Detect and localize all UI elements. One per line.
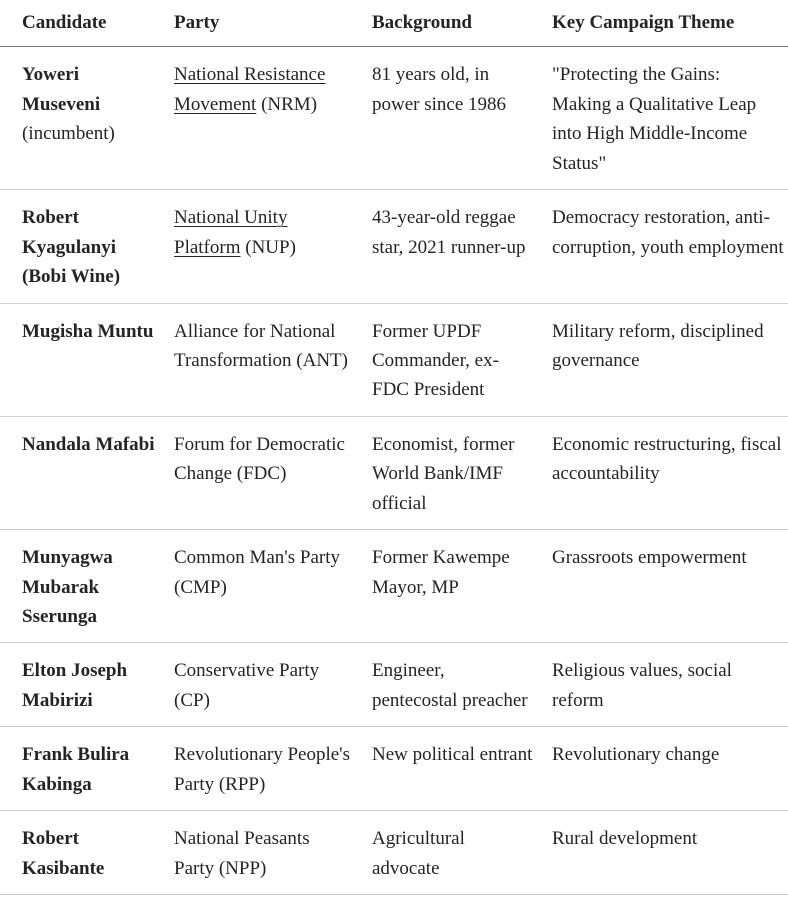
candidate-cell: Elton Joseph Mabirizi (0, 642, 174, 728)
party-cell: Common Man's Party (CMP) (174, 529, 372, 644)
party-text: (NRM) (256, 93, 318, 115)
party-cell: Conservative Party (CP) (174, 642, 372, 728)
candidate-note: (incumbent) (22, 123, 115, 145)
candidate-name: Robert Kyagulanyi (Bobi Wine) (22, 207, 121, 288)
table-row: Mugisha Muntu Alliance for National Tran… (0, 303, 788, 417)
theme-cell: Revolutionary change (552, 726, 788, 812)
table-row: Frank Bulira Kabinga Revolutionary Peopl… (0, 726, 788, 812)
party-text: (NUP) (240, 236, 296, 258)
candidate-cell: Yoweri Museveni (incumbent) (0, 46, 174, 191)
theme-cell: Economic restructuring, fiscal accountab… (552, 416, 788, 531)
background-cell: Engineer, pentecostal preacher (372, 642, 552, 728)
background-cell: 43-year-old reggae star, 2021 runner-up (372, 189, 552, 304)
party-text: Alliance for National Transformation (AN… (174, 320, 348, 371)
party-cell: National Unity Platform (NUP) (174, 189, 372, 304)
candidate-cell: Robert Kyagulanyi (Bobi Wine) (0, 189, 174, 304)
theme-cell: Religious values, social reform (552, 642, 788, 728)
party-link[interactable]: National Resistance Movement (174, 64, 326, 115)
background-cell: New political entrant (372, 726, 552, 812)
table-row: Elton Joseph Mabirizi Conservative Party… (0, 642, 788, 728)
party-text: Conservative Party (CP) (174, 660, 320, 711)
column-header-background: Background (372, 0, 552, 48)
table-row: Nandala Mafabi Forum for Democratic Chan… (0, 416, 788, 531)
party-text: Common Man's Party (CMP) (174, 547, 340, 598)
party-cell: National Peasants Party (NPP) (174, 810, 372, 896)
candidate-name: Nandala Mafabi (22, 433, 155, 455)
table-row: Robert Kyagulanyi (Bobi Wine) National U… (0, 189, 788, 304)
column-header-candidate: Candidate (0, 0, 174, 48)
background-cell: 81 years old, in power since 1986 (372, 46, 552, 191)
candidate-name: Mugisha Muntu (22, 320, 154, 342)
header-row: Candidate Party Background Key Campaign … (0, 0, 788, 48)
candidate-name: Elton Joseph Mabirizi (22, 660, 128, 711)
table-row: Robert Kasibante National Peasants Party… (0, 810, 788, 896)
candidate-cell: Nandala Mafabi (0, 416, 174, 531)
party-cell: Alliance for National Transformation (AN… (174, 303, 372, 417)
background-cell: Economist, former World Bank/IMF officia… (372, 416, 552, 531)
party-text: Revolutionary People's Party (RPP) (174, 744, 350, 795)
column-header-theme: Key Campaign Theme (552, 0, 788, 48)
party-cell: National Resistance Movement (NRM) (174, 46, 372, 191)
candidate-cell: Frank Bulira Kabinga (0, 726, 174, 812)
table-row: Munyagwa Mubarak Sserunga Common Man's P… (0, 529, 788, 644)
candidate-name: Frank Bulira Kabinga (22, 744, 130, 795)
theme-cell: Grassroots empowerment (552, 529, 788, 644)
candidate-name: Robert Kasibante (22, 828, 105, 879)
party-cell: Forum for Democratic Change (FDC) (174, 416, 372, 531)
candidate-cell: Robert Kasibante (0, 810, 174, 896)
theme-cell: Rural development (552, 810, 788, 896)
party-text: Forum for Democratic Change (FDC) (174, 433, 345, 485)
candidate-name: Yoweri Museveni (22, 64, 101, 115)
party-text: National Peasants Party (NPP) (174, 828, 310, 879)
column-header-party: Party (174, 0, 372, 48)
party-link[interactable]: National Unity Platform (174, 207, 288, 258)
theme-cell: Military reform, disciplined governance (552, 303, 788, 417)
candidate-cell: Mugisha Muntu (0, 303, 174, 417)
background-cell: Agricultural advocate (372, 810, 552, 896)
theme-cell: Democracy restoration, anti-corruption, … (552, 189, 788, 304)
candidate-name: Munyagwa Mubarak Sserunga (22, 547, 113, 627)
candidate-cell: Munyagwa Mubarak Sserunga (0, 529, 174, 644)
background-cell: Former Kawempe Mayor, MP (372, 529, 552, 644)
background-cell: Former UPDF Commander, ex-FDC President (372, 303, 552, 417)
theme-cell: "Protecting the Gains: Making a Qualitat… (552, 46, 788, 191)
party-cell: Revolutionary People's Party (RPP) (174, 726, 372, 812)
table-row: Yoweri Museveni (incumbent) National Res… (0, 46, 788, 191)
